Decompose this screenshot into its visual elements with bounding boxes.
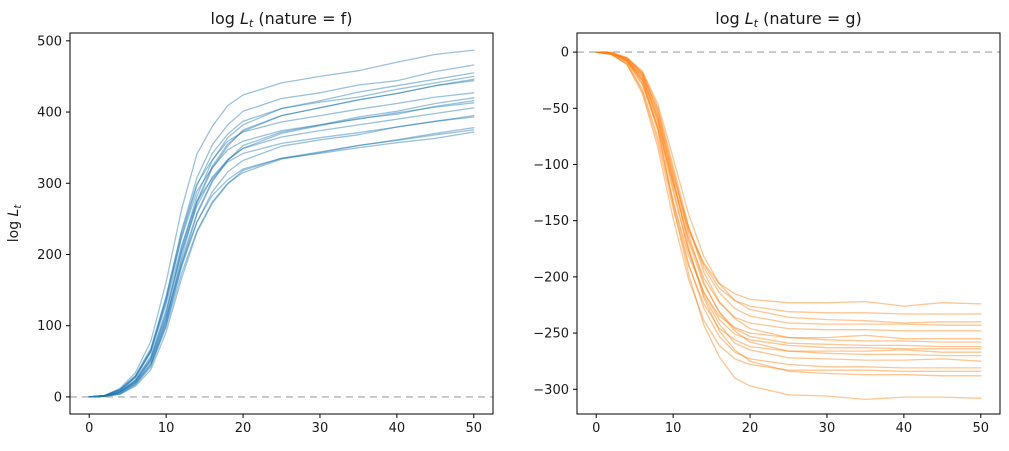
series-line-15 [595, 51, 982, 377]
y-tick-label: 0 [561, 46, 569, 61]
x-tick-label: 20 [235, 421, 252, 436]
series-line-3 [595, 51, 982, 324]
chart-title: log Lt (nature = g) [715, 9, 861, 30]
y-tick-label: 400 [37, 106, 62, 121]
series-line-12 [88, 114, 475, 398]
series-line-12 [595, 51, 982, 362]
series-line-9 [595, 51, 982, 350]
y-tick-label: −300 [533, 383, 569, 398]
y-tick-label: 300 [37, 177, 62, 192]
series-line-8 [595, 51, 982, 348]
series-line-7 [595, 51, 982, 343]
series-line-8 [88, 97, 475, 398]
y-tick-label: −50 [542, 102, 569, 117]
series-line-15 [88, 129, 475, 398]
series-line-5 [595, 51, 982, 332]
series-line-2 [88, 64, 475, 398]
series-line-6 [595, 51, 982, 340]
series-line-2 [595, 51, 982, 315]
series-line-4 [88, 75, 475, 398]
series-line-1 [595, 51, 982, 307]
series-line-9 [88, 100, 475, 398]
series-line-10 [88, 102, 475, 398]
series-line-6 [88, 80, 475, 398]
series-line-5 [88, 78, 475, 398]
series-line-16 [88, 131, 475, 398]
subplot-nature-g: 0 10 20 30 40 50 0 −50 −100 −150 −200 −250 −300 log L… [533, 9, 1001, 436]
y-tick-label: −150 [533, 214, 569, 229]
series-line-3 [88, 72, 475, 398]
y-tick-label: 200 [37, 248, 62, 263]
x-tick-label: 50 [972, 421, 989, 436]
y-axis-label: log Lt [6, 204, 24, 243]
series-line-7 [88, 92, 475, 398]
series-line-13 [88, 116, 475, 398]
series-group [88, 49, 475, 398]
series-line-13 [595, 51, 982, 369]
series-line-11 [88, 107, 475, 398]
x-tick-label: 30 [819, 421, 836, 436]
series-line-11 [595, 51, 982, 357]
x-tick-label: 30 [312, 421, 329, 436]
y-tick-label: −250 [533, 327, 569, 342]
x-tick-label: 40 [896, 421, 913, 436]
series-line-4 [595, 51, 982, 326]
chart-title: log Lt (nature = f) [211, 9, 353, 30]
series-line-16 [595, 51, 982, 401]
series-line-14 [88, 127, 475, 398]
y-tick-label: −100 [533, 158, 569, 173]
series-line-1 [88, 49, 475, 398]
y-tick-label: 100 [37, 319, 62, 334]
series-group [595, 51, 982, 401]
x-tick-label: 50 [465, 421, 482, 436]
x-tick-label: 0 [85, 421, 93, 436]
x-tick-label: 0 [592, 421, 600, 436]
x-tick-label: 40 [389, 421, 406, 436]
series-line-10 [595, 51, 982, 353]
x-tick-label: 10 [665, 421, 682, 436]
y-tick-label: 500 [37, 34, 62, 49]
y-tick-label: 0 [54, 390, 62, 405]
y-tick-label: −200 [533, 270, 569, 285]
axes-frame [69, 32, 494, 415]
x-tick-label: 10 [158, 421, 175, 436]
series-line-14 [595, 51, 982, 372]
x-tick-label: 20 [742, 421, 759, 436]
axes-frame [576, 32, 1001, 415]
